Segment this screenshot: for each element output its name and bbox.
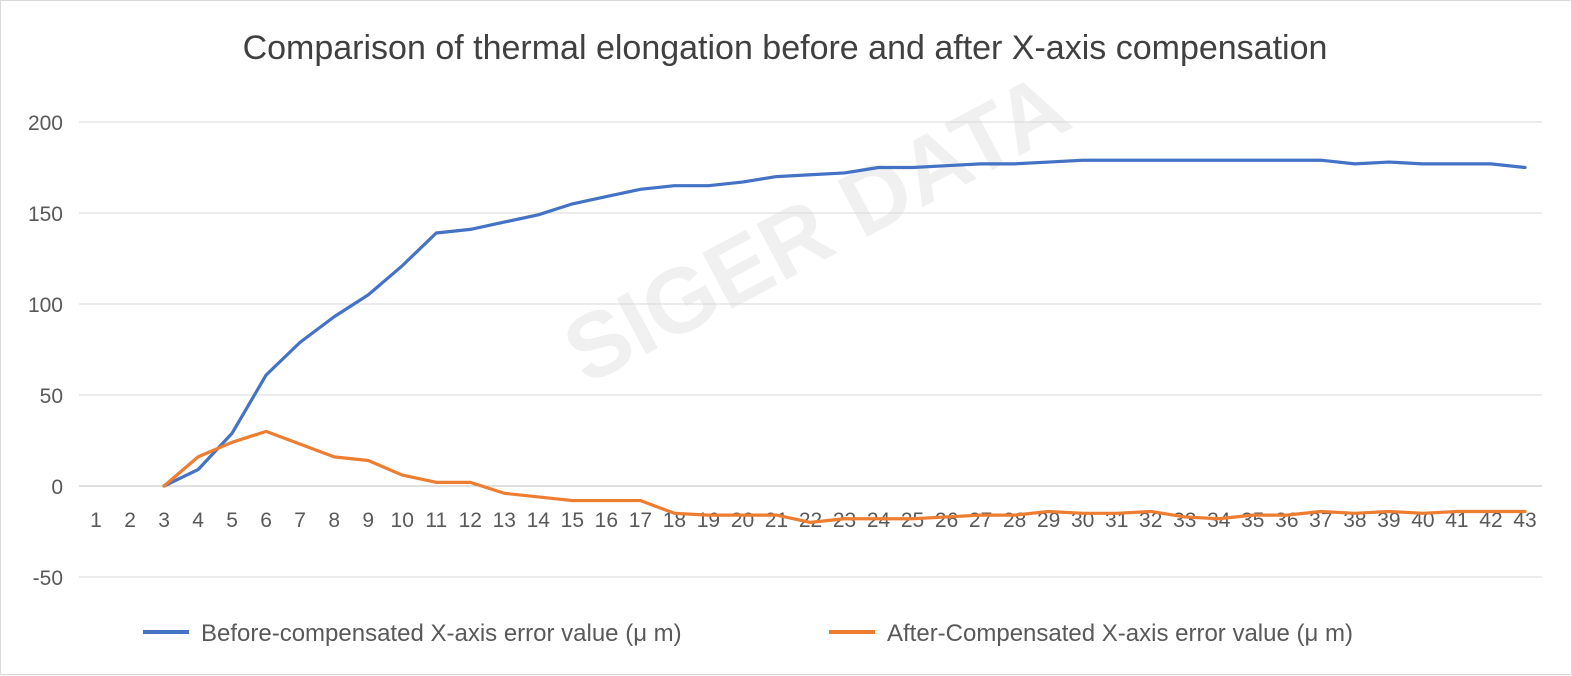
x-tick-label: 26	[935, 509, 958, 532]
x-tick-label: 7	[294, 509, 306, 532]
chart-title: Comparison of thermal elongation before …	[243, 29, 1328, 67]
x-tick-label: 36	[1275, 509, 1298, 532]
x-tick-label: 4	[192, 509, 204, 532]
x-tick-label: 15	[561, 509, 584, 532]
x-tick-label: 28	[1003, 509, 1026, 532]
x-tick-label: 12	[459, 509, 482, 532]
x-tick-label: 6	[260, 509, 272, 532]
x-tick-label: 33	[1173, 509, 1196, 532]
x-tick-label: 40	[1411, 509, 1434, 532]
x-tick-label: 22	[799, 509, 822, 532]
x-tick-label: 41	[1445, 509, 1468, 532]
y-tick-label: 150	[28, 203, 63, 226]
x-tick-label: 10	[391, 509, 414, 532]
x-tick-label: 42	[1479, 509, 1502, 532]
x-tick-label: 32	[1139, 509, 1162, 532]
x-tick-label: 17	[629, 509, 652, 532]
x-tick-label: 5	[226, 509, 238, 532]
legend-item-before: Before-compensated X-axis error value (μ…	[143, 620, 682, 647]
legend-label: Before-compensated X-axis error value (μ…	[201, 620, 682, 647]
x-tick-label: 16	[595, 509, 618, 532]
y-tick-label: 200	[28, 112, 63, 135]
x-tick-label: 3	[158, 509, 170, 532]
x-tick-label: 27	[969, 509, 992, 532]
legend: Before-compensated X-axis error value (μ…	[143, 620, 1353, 647]
legend-item-after: After-Compensated X-axis error value (μ …	[829, 620, 1353, 647]
x-tick-label: 20	[731, 509, 754, 532]
gridlines	[79, 121, 1542, 578]
series-line-before	[162, 158, 1527, 488]
series-line-after	[162, 429, 1527, 524]
series-lines	[162, 158, 1527, 524]
legend-label: After-Compensated X-axis error value (μ …	[887, 620, 1353, 647]
x-axis-tick-labels: 1 2 3 4 5 6 7 8 9 10 11 12 13 14 15 16 17 18 19 20 21 22 23 24 2…	[90, 509, 1537, 532]
x-tick-label: 13	[493, 509, 516, 532]
y-tick-label: 50	[40, 385, 63, 408]
x-tick-label: 24	[867, 509, 891, 532]
y-axis-tick-labels: -50 0 50 100 150 200	[28, 112, 63, 590]
x-tick-label: 43	[1513, 509, 1536, 532]
x-tick-label: 2	[124, 509, 136, 532]
y-tick-label: -50	[33, 567, 63, 590]
y-tick-label: 0	[51, 476, 63, 499]
x-tick-label: 14	[527, 509, 551, 532]
x-tick-label: 35	[1241, 509, 1264, 532]
x-tick-label: 25	[901, 509, 924, 532]
x-tick-label: 19	[697, 509, 720, 532]
watermark: SIGER DATA	[548, 54, 1085, 404]
y-tick-label: 100	[28, 294, 63, 317]
x-tick-label: 11	[425, 509, 447, 532]
x-tick-label: 34	[1207, 509, 1231, 532]
x-tick-label: 37	[1309, 509, 1332, 532]
x-tick-label: 1	[90, 509, 102, 532]
x-tick-label: 29	[1037, 509, 1060, 532]
x-tick-label: 38	[1343, 509, 1366, 532]
x-tick-label: 39	[1377, 509, 1400, 532]
x-tick-label: 9	[362, 509, 374, 532]
x-tick-label: 8	[328, 509, 340, 532]
x-tick-label: 23	[833, 509, 856, 532]
x-tick-label: 21	[765, 509, 788, 532]
